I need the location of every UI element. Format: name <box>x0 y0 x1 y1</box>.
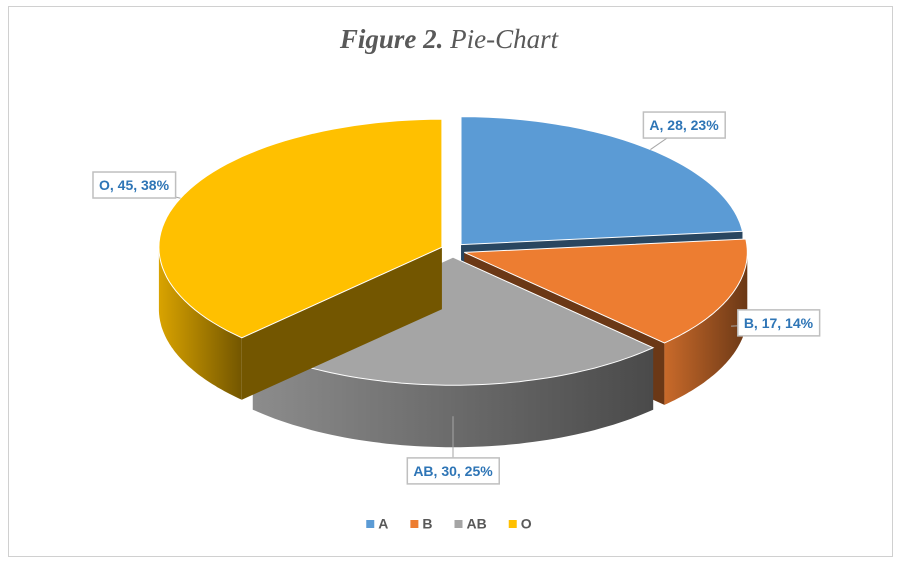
legend-swatch <box>366 520 375 528</box>
data-label: B, 17, 14% <box>744 315 814 331</box>
data-label-box <box>406 457 500 485</box>
data-label: A, 28, 23% <box>649 117 719 133</box>
data-label: AB, 30, 25% <box>413 463 493 479</box>
data-label-box <box>642 111 726 139</box>
slice-side <box>158 247 242 400</box>
chart-title-label: Figure 2. <box>339 24 444 54</box>
legend-label: A <box>378 516 388 532</box>
data-label-box <box>92 171 177 199</box>
legend-swatch <box>508 520 517 528</box>
legend-label: B <box>422 516 432 532</box>
chart-title: Pie-Chart <box>449 24 559 54</box>
chart-title-group: Figure 2. Pie-Chart <box>339 24 560 54</box>
slice-top <box>464 238 748 344</box>
legend-swatch <box>410 520 419 528</box>
legend-label: AB <box>467 516 487 532</box>
slice-top <box>158 118 443 339</box>
legend-swatch <box>454 520 463 528</box>
data-label-box <box>737 309 821 337</box>
legend-label: O <box>521 516 532 532</box>
slice-side <box>252 347 654 448</box>
pie-slice <box>158 118 443 400</box>
slice-side <box>664 252 748 405</box>
slice-wall <box>241 247 442 400</box>
data-label: O, 45, 38% <box>99 177 170 193</box>
